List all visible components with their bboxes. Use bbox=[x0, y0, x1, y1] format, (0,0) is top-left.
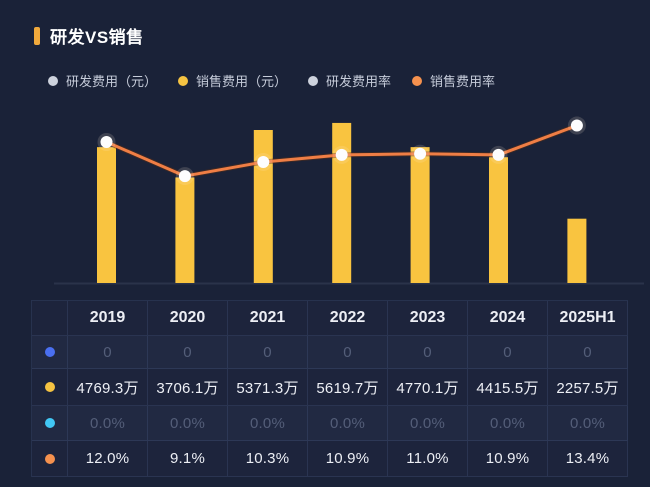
series-dot-cell bbox=[32, 336, 68, 369]
data-table: 2019 2020 2021 2022 2023 2024 2025H1 0 0 0 0 0 0 0 476… bbox=[31, 300, 628, 477]
table-cell-2024-row2: 0.0% bbox=[468, 406, 548, 441]
table-cell-2019-row3: 12.0% bbox=[68, 441, 148, 477]
table-cell-2021-row3: 10.3% bbox=[228, 441, 308, 477]
table-cell-2025H1-row3: 13.4% bbox=[548, 441, 628, 477]
table-header-2020: 2020 bbox=[148, 301, 228, 336]
line-point-2020 bbox=[178, 170, 191, 183]
legend-dot-icon bbox=[308, 75, 319, 86]
legend-label: 销售费用（元） bbox=[196, 74, 288, 89]
table-cell-2019-row1: 4769.3万 bbox=[68, 369, 148, 406]
legend-dot-icon bbox=[48, 75, 58, 86]
table-cell-2025H1-row0: 0 bbox=[548, 336, 628, 369]
table-cell-2020-row0: 0 bbox=[148, 336, 228, 369]
table-cell-2023-row0: 0 bbox=[388, 336, 468, 369]
section-header: 研发VS销售 bbox=[34, 23, 144, 48]
table-corner-cell bbox=[32, 301, 68, 336]
bar-2025H1 bbox=[567, 218, 587, 283]
chart-legend: 研发费用（元） 销售费用（元） 研发费用率 销售费用率 bbox=[48, 71, 495, 90]
line-point-2019 bbox=[100, 136, 113, 148]
legend-item-sales-expense-rate[interactable]: 销售费用率 bbox=[412, 71, 495, 90]
table-cell-2020-row3: 9.1% bbox=[148, 441, 228, 477]
bar-2023 bbox=[410, 147, 430, 283]
line-point-2024 bbox=[492, 148, 505, 161]
table-cell-2023-row1: 4770.1万 bbox=[388, 369, 468, 406]
table-cell-2020-row2: 0.0% bbox=[148, 406, 228, 441]
legend-dot-icon bbox=[178, 75, 189, 86]
table-header-2025H1: 2025H1 bbox=[548, 301, 628, 336]
table-cell-2022-row2: 0.0% bbox=[308, 406, 388, 441]
series-dot-icon bbox=[44, 382, 55, 392]
page-title: 研发VS销售 bbox=[50, 28, 144, 47]
bar-2019 bbox=[97, 147, 116, 283]
series-dot-cell bbox=[32, 406, 68, 441]
table-cell-2024-row3: 10.9% bbox=[468, 441, 548, 477]
legend-item-rd-expense[interactable]: 研发费用（元） bbox=[48, 71, 157, 90]
legend-label: 研发费用（元） bbox=[66, 74, 158, 89]
bar-2020 bbox=[175, 177, 195, 283]
legend-item-rd-expense-rate[interactable]: 研发费用率 bbox=[308, 71, 391, 90]
table-cell-2023-row2: 0.0% bbox=[388, 406, 468, 441]
line-point-2023 bbox=[414, 147, 427, 160]
table-cell-2025H1-row1: 2257.5万 bbox=[548, 369, 628, 406]
legend-label: 销售费用率 bbox=[430, 74, 496, 89]
bar-line-chart bbox=[54, 116, 644, 285]
line-point-2022 bbox=[335, 148, 348, 161]
table-cell-2022-row0: 0 bbox=[308, 336, 388, 369]
table-header-2021: 2021 bbox=[228, 301, 308, 336]
table-header-2024: 2024 bbox=[468, 301, 548, 336]
series-dot-icon bbox=[44, 347, 55, 357]
table-cell-2022-row1: 5619.7万 bbox=[308, 369, 388, 406]
table-cell-2021-row2: 0.0% bbox=[228, 406, 308, 441]
table-cell-2024-row1: 4415.5万 bbox=[468, 369, 548, 406]
table-cell-2020-row1: 3706.1万 bbox=[148, 369, 228, 406]
line-point-2025H1 bbox=[570, 119, 583, 132]
table-cell-2019-row2: 0.0% bbox=[68, 406, 148, 441]
table-header-2023: 2023 bbox=[388, 301, 468, 336]
table-cell-2021-row1: 5371.3万 bbox=[228, 369, 308, 406]
legend-dot-icon bbox=[412, 75, 423, 86]
table-cell-2019-row0: 0 bbox=[68, 336, 148, 369]
bar-2024 bbox=[489, 157, 508, 283]
table-header-2019: 2019 bbox=[68, 301, 148, 336]
table-cell-2022-row3: 10.9% bbox=[308, 441, 388, 477]
line-point-2021 bbox=[257, 155, 270, 168]
table-cell-2023-row3: 11.0% bbox=[388, 441, 468, 477]
table-cell-2025H1-row2: 0.0% bbox=[548, 406, 628, 441]
series-dot-icon bbox=[44, 418, 55, 428]
table-cell-2021-row0: 0 bbox=[228, 336, 308, 369]
legend-label: 研发费用率 bbox=[326, 74, 392, 89]
series-dot-cell bbox=[32, 369, 68, 406]
bar-2021 bbox=[253, 129, 273, 283]
title-accent-bar bbox=[34, 26, 40, 45]
bar-2022 bbox=[332, 122, 352, 283]
table-header-2022: 2022 bbox=[308, 301, 388, 336]
series-dot-icon bbox=[44, 453, 55, 464]
table-cell-2024-row0: 0 bbox=[468, 336, 548, 369]
series-dot-cell bbox=[32, 441, 68, 477]
legend-item-sales-expense[interactable]: 销售费用（元） bbox=[178, 71, 287, 90]
